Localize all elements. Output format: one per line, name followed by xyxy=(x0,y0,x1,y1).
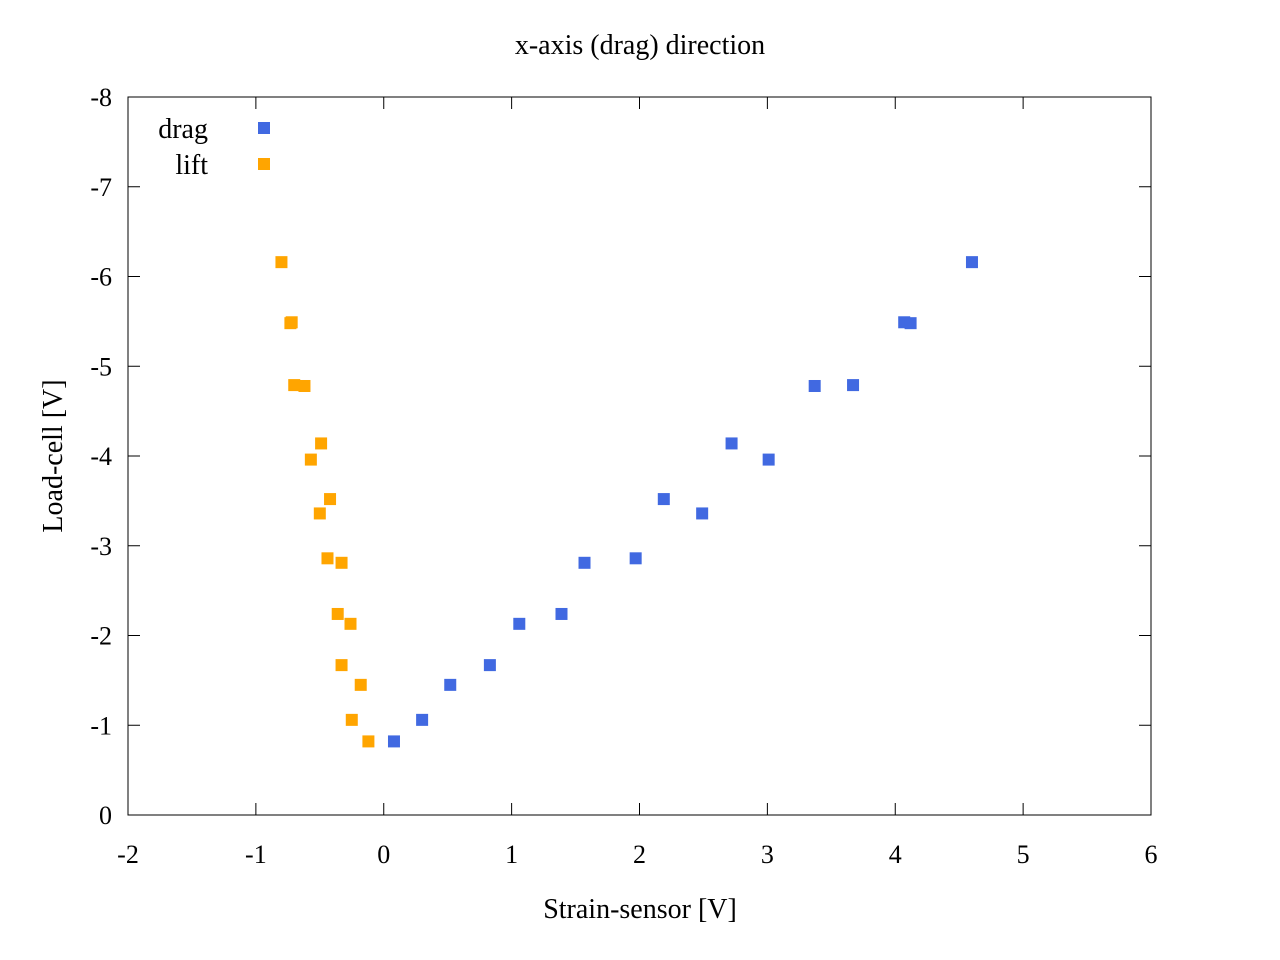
drag-point xyxy=(483,659,496,672)
drag-point xyxy=(629,552,642,565)
lift-point xyxy=(288,379,301,392)
axis-ticks: -2 -1 0 1 2 3 4 5 6 0 -1 -2 -3 -4 -5 -6 -7 -8 xyxy=(90,83,1157,869)
x-tick-label: 0 xyxy=(377,840,390,869)
x-tick-label: 1 xyxy=(505,840,518,869)
x-tick-label: 2 xyxy=(633,840,646,869)
lift-point xyxy=(344,617,357,630)
chart-title: x-axis (drag) direction xyxy=(515,30,765,61)
drag-point xyxy=(657,493,670,506)
lift-point xyxy=(275,256,288,269)
drag-point xyxy=(965,256,978,269)
y-tick-label: -1 xyxy=(90,711,112,740)
x-tick-label: -1 xyxy=(245,840,267,869)
legend-swatch-lift xyxy=(258,158,270,170)
drag-point xyxy=(444,678,457,691)
legend-label-lift: lift xyxy=(175,150,208,181)
lift-point xyxy=(315,437,328,450)
plot-frame xyxy=(127,96,1152,816)
lift-point xyxy=(335,659,348,672)
lift-point xyxy=(362,735,375,748)
legend: drag lift xyxy=(158,114,270,181)
drag-point xyxy=(513,617,526,630)
drag-point xyxy=(696,507,709,520)
lift-point xyxy=(304,453,317,466)
x-tick-label: -2 xyxy=(117,840,139,869)
y-tick-label: -3 xyxy=(90,532,112,561)
x-tick-label: 4 xyxy=(889,840,902,869)
y-tick-label: -2 xyxy=(90,622,112,651)
lift-point xyxy=(345,713,358,726)
legend-swatch-drag xyxy=(258,122,270,134)
drag-point xyxy=(578,556,591,569)
drag-point xyxy=(416,713,429,726)
lift-point xyxy=(298,379,311,392)
y-tick-label: -4 xyxy=(90,442,112,471)
drag-point xyxy=(847,379,860,392)
legend-label-drag: drag xyxy=(158,114,208,145)
y-tick-label: 0 xyxy=(99,801,112,830)
drag-point xyxy=(904,317,917,330)
x-tick-label: 5 xyxy=(1017,840,1030,869)
lift-point xyxy=(335,556,348,569)
drag-point xyxy=(808,379,821,392)
lift-point xyxy=(324,493,337,506)
x-tick-label: 6 xyxy=(1145,840,1158,869)
drag-point xyxy=(725,437,738,450)
lift-point xyxy=(354,678,367,691)
lift-point xyxy=(331,607,344,620)
y-axis-title: Load-cell [V] xyxy=(38,379,69,532)
lift-point xyxy=(313,507,326,520)
lift-point xyxy=(321,552,334,565)
y-tick-label: -6 xyxy=(90,263,112,292)
x-axis-title: Strain-sensor [V] xyxy=(543,894,737,925)
y-tick-label: -7 xyxy=(90,173,112,202)
drag-point xyxy=(387,735,400,748)
x-tick-label: 3 xyxy=(761,840,774,869)
y-tick-label: -5 xyxy=(90,352,112,381)
lift-point xyxy=(285,316,298,329)
y-tick-label: -8 xyxy=(90,83,112,112)
data-points xyxy=(275,256,978,748)
drag-point xyxy=(555,607,568,620)
drag-point xyxy=(762,453,775,466)
